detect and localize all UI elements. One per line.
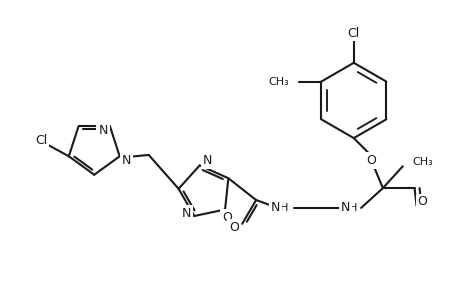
- Text: N: N: [202, 154, 212, 167]
- Text: N: N: [122, 154, 131, 167]
- Text: H: H: [279, 203, 287, 213]
- Text: O: O: [221, 211, 231, 224]
- Text: O: O: [229, 221, 239, 234]
- Text: CH₃: CH₃: [412, 157, 433, 167]
- Text: N: N: [181, 207, 191, 220]
- Text: H: H: [348, 203, 357, 213]
- Text: Cl: Cl: [347, 27, 359, 40]
- Text: O: O: [365, 154, 375, 167]
- Text: N: N: [271, 202, 280, 214]
- Text: CH₃: CH₃: [268, 77, 289, 87]
- Text: N: N: [340, 202, 349, 214]
- Text: O: O: [417, 195, 427, 208]
- Text: N: N: [98, 124, 107, 137]
- Text: Cl: Cl: [35, 134, 47, 147]
